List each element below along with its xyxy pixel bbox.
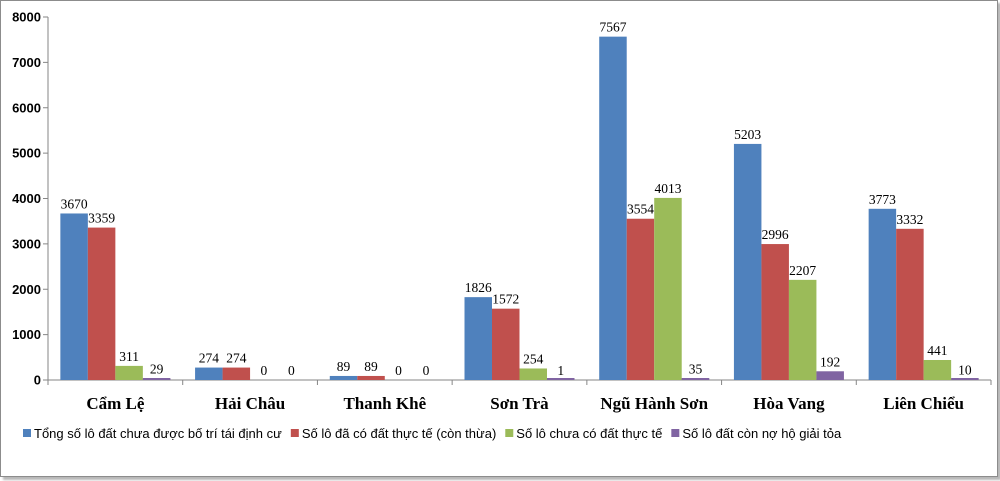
category-label: Ngũ Hành Sơn (600, 394, 708, 413)
data-label: 89 (364, 359, 378, 374)
bar (816, 371, 844, 380)
data-label: 4013 (654, 181, 681, 196)
y-tick-label: 4000 (12, 191, 41, 206)
y-tick-label: 1000 (12, 327, 41, 342)
data-label: 311 (119, 349, 139, 364)
data-label: 441 (927, 343, 947, 358)
legend-swatch (505, 429, 513, 437)
bar (654, 198, 682, 380)
category-label: Hải Châu (215, 394, 285, 413)
category-label: Thanh Khê (343, 394, 426, 413)
y-tick-label: 6000 (12, 100, 41, 115)
y-tick-label: 5000 (12, 146, 41, 161)
data-label: 0 (260, 363, 267, 378)
data-label: 274 (226, 351, 247, 366)
data-label: 254 (523, 351, 544, 366)
bar (465, 297, 493, 380)
bar (734, 144, 762, 380)
data-label: 7567 (599, 20, 626, 35)
category-label: Liên Chiểu (883, 394, 964, 413)
legend-label: Số lô đã có đất thực tế (còn thừa) (302, 426, 496, 441)
data-label: 5203 (734, 127, 761, 142)
legend-label: Số lô chưa có đất thực tế (516, 426, 663, 441)
legend-item: Số lô chưa có đất thực tế (505, 426, 663, 441)
category-label: Cẩm Lệ (86, 394, 145, 413)
data-label: 0 (395, 363, 402, 378)
bar (115, 366, 143, 380)
y-tick-label: 2000 (12, 282, 41, 297)
legend-swatch (291, 429, 299, 437)
bar-min-mark (547, 378, 575, 380)
bar (492, 309, 520, 380)
data-label: 0 (423, 363, 430, 378)
data-label: 29 (150, 362, 164, 377)
data-label: 1826 (465, 280, 492, 295)
bar-min-mark (682, 378, 710, 380)
data-label: 1 (557, 363, 564, 378)
category-labels: Cẩm Lệ Hải Châu Thanh Khê Sơn Trà Ngũ Hành S… (86, 394, 964, 413)
y-tick-label: 0 (34, 373, 41, 388)
data-label: 10 (958, 363, 972, 378)
bar (761, 244, 789, 380)
data-label: 1572 (492, 292, 519, 307)
bars (60, 37, 978, 380)
bar (789, 280, 817, 380)
data-label: 192 (820, 354, 840, 369)
bar (869, 209, 897, 380)
bar (330, 376, 358, 380)
bar (520, 368, 548, 380)
bar-min-mark (143, 378, 171, 380)
data-label: 35 (689, 361, 703, 376)
bar (627, 219, 655, 380)
data-label: 89 (337, 359, 351, 374)
bar (223, 368, 251, 380)
bar (599, 37, 627, 380)
data-label: 3670 (61, 196, 88, 211)
data-label: 3359 (88, 211, 115, 226)
legend-item: Số lô đất còn nợ hộ giải tỏa (671, 426, 842, 441)
y-tick-label: 8000 (12, 10, 41, 25)
legend-label: Số lô đất còn nợ hộ giải tỏa (682, 426, 842, 441)
data-label: 274 (199, 351, 220, 366)
legend-item: Tổng số lô đất chưa được bố trí tái định… (23, 426, 282, 441)
legend-item: Số lô đã có đất thực tế (còn thừa) (291, 426, 496, 441)
data-label: 2996 (762, 227, 789, 242)
bar (896, 229, 924, 380)
bar (60, 213, 88, 380)
y-tick-label: 7000 (12, 55, 41, 70)
category-label: Hòa Vang (753, 394, 825, 413)
category-label: Sơn Trà (490, 394, 549, 413)
legend-swatch (671, 429, 679, 437)
legend: Tổng số lô đất chưa được bố trí tái định… (23, 426, 842, 441)
data-label: 3773 (869, 192, 896, 207)
bar (88, 228, 116, 380)
bar (195, 368, 223, 380)
data-label: 2207 (789, 263, 816, 278)
data-label: 3332 (896, 212, 923, 227)
y-tick-label: 3000 (12, 236, 41, 251)
bar-min-mark (951, 378, 979, 380)
legend-label: Tổng số lô đất chưa được bố trí tái định… (34, 426, 282, 441)
data-label: 3554 (627, 202, 654, 217)
bar (357, 376, 385, 380)
data-label: 0 (288, 363, 295, 378)
bar (924, 360, 952, 380)
legend-swatch (23, 429, 31, 437)
